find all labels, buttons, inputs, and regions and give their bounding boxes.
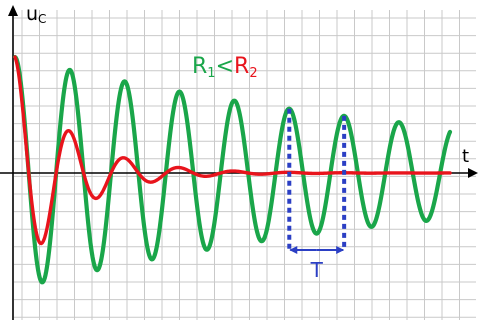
y-axis-arrow (8, 5, 18, 16)
x-axis-label: t (462, 146, 469, 167)
series-line-r2 (13, 55, 452, 246)
axes (0, 5, 478, 320)
x-axis-arrow (468, 168, 478, 178)
legend-relation: < (216, 54, 234, 79)
series-layer (12, 54, 453, 285)
legend-series2-sub: 2 (249, 66, 257, 81)
legend-series2: R (234, 54, 249, 79)
legend-series1-sub: 1 (207, 66, 215, 81)
y-axis-label: uC (26, 3, 46, 26)
period-annotation: T (287, 108, 347, 282)
period-label: T (310, 258, 324, 282)
series-line-r1 (12, 54, 453, 285)
legend: R1<R2 (192, 54, 258, 81)
legend-series1: R (192, 54, 207, 79)
